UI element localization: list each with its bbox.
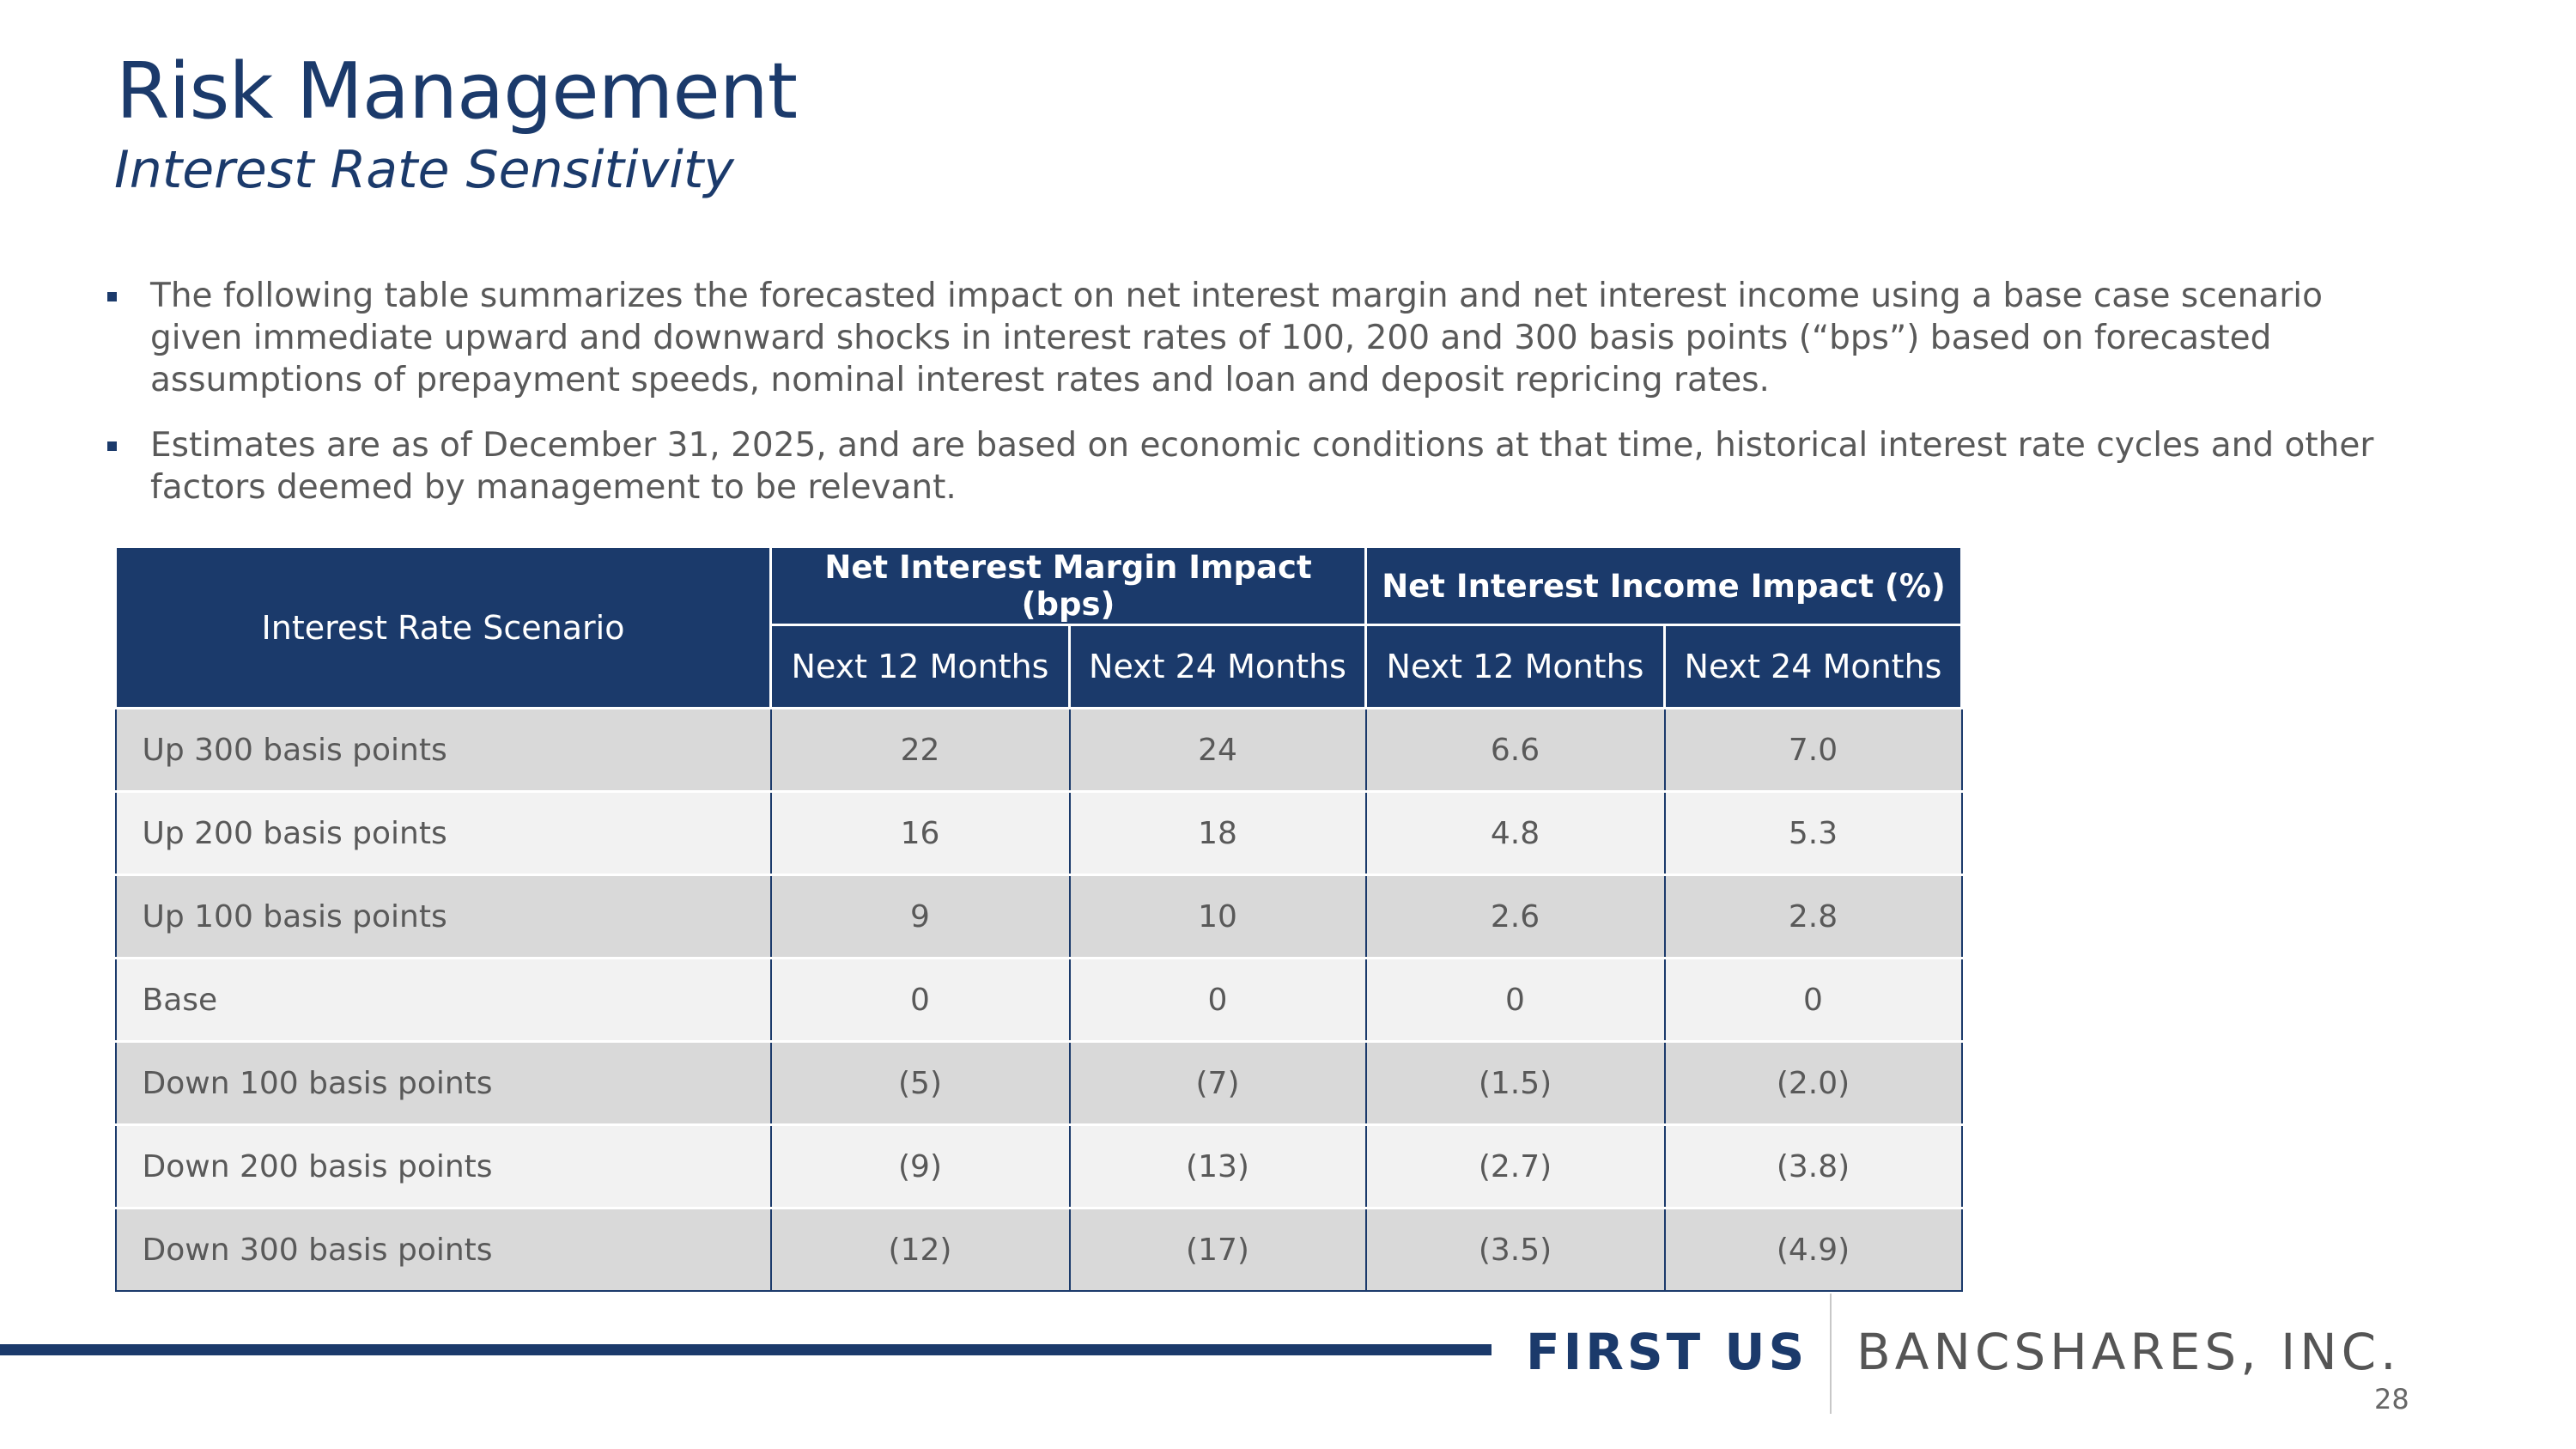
cell: 10 <box>1068 874 1367 959</box>
table-row: Up 300 basis points 22 24 6.6 7.0 <box>114 708 1963 793</box>
cell: (4.9) <box>1663 1208 1963 1292</box>
cell: 0 <box>1068 958 1367 1043</box>
cell: 24 <box>1068 708 1367 793</box>
title: Risk Management <box>116 46 798 137</box>
cell: 2.8 <box>1663 874 1963 959</box>
row-label: Down 200 basis points <box>114 1124 772 1209</box>
cell: (7) <box>1068 1041 1367 1126</box>
column-header: Next 12 Months <box>769 624 1071 709</box>
cell: 4.8 <box>1364 791 1666 876</box>
footer-rule <box>0 1344 1492 1355</box>
row-header: Interest Rate Scenario <box>114 545 772 709</box>
group-header: Net Interest Income Impact (%) <box>1364 545 1964 626</box>
table-row: Down 100 basis points (5) (7) (1.5) (2.0) <box>114 1041 1963 1126</box>
row-label: Base <box>114 958 772 1043</box>
row-label: Down 300 basis points <box>114 1208 772 1292</box>
row-label: Up 200 basis points <box>114 791 772 876</box>
column-header: Next 24 Months <box>1068 624 1367 709</box>
cell: (9) <box>769 1124 1071 1209</box>
row-label: Up 100 basis points <box>114 874 772 959</box>
cell: (2.7) <box>1364 1124 1666 1209</box>
cell: (17) <box>1068 1208 1367 1292</box>
table-row: Base 0 0 0 0 <box>114 958 1963 1043</box>
cell: (5) <box>769 1041 1071 1126</box>
separator <box>1830 1294 1832 1414</box>
sensitivity-table: Interest Rate Scenario Net Interest Marg… <box>114 545 1964 1292</box>
cell: (2.0) <box>1663 1041 1963 1126</box>
cell: 6.6 <box>1364 708 1666 793</box>
table-row: Up 200 basis points 16 18 4.8 5.3 <box>114 791 1963 876</box>
cell: 2.6 <box>1364 874 1666 959</box>
page-number: 28 <box>2374 1383 2409 1416</box>
bullet: The following table summarizes the forec… <box>107 275 2383 401</box>
cell: (13) <box>1068 1124 1367 1209</box>
brand: FIRST US <box>1526 1323 1808 1381</box>
cell: 22 <box>769 708 1071 793</box>
cell: 16 <box>769 791 1071 876</box>
column-header: Next 24 Months <box>1662 624 1964 709</box>
cell: (3.8) <box>1663 1124 1963 1209</box>
cell: 5.3 <box>1663 791 1963 876</box>
cell: 9 <box>769 874 1071 959</box>
cell: 0 <box>1364 958 1666 1043</box>
group-header: Net Interest Margin Impact (bps) <box>769 545 1367 626</box>
cell: 0 <box>769 958 1071 1043</box>
row-label: Up 300 basis points <box>114 708 772 793</box>
cell: (12) <box>769 1208 1071 1292</box>
cell: (3.5) <box>1364 1208 1666 1292</box>
brand: BANCSHARES, INC. <box>1856 1323 2401 1381</box>
row-label: Down 100 basis points <box>114 1041 772 1126</box>
table-row: Up 100 basis points 9 10 2.6 2.8 <box>114 874 1963 959</box>
cell: (1.5) <box>1364 1041 1666 1126</box>
cell: 7.0 <box>1663 708 1963 793</box>
subtitle: Interest Rate Sensitivity <box>114 140 734 200</box>
cell: 0 <box>1663 958 1963 1043</box>
bullet: Estimates are as of December 31, 2025, a… <box>107 424 2383 508</box>
table-row: Down 300 basis points (12) (17) (3.5) (4.9) <box>114 1208 1963 1292</box>
column-header: Next 12 Months <box>1364 624 1666 709</box>
table-row: Down 200 basis points (9) (13) (2.7) (3.8) <box>114 1124 1963 1209</box>
cell: 18 <box>1068 791 1367 876</box>
